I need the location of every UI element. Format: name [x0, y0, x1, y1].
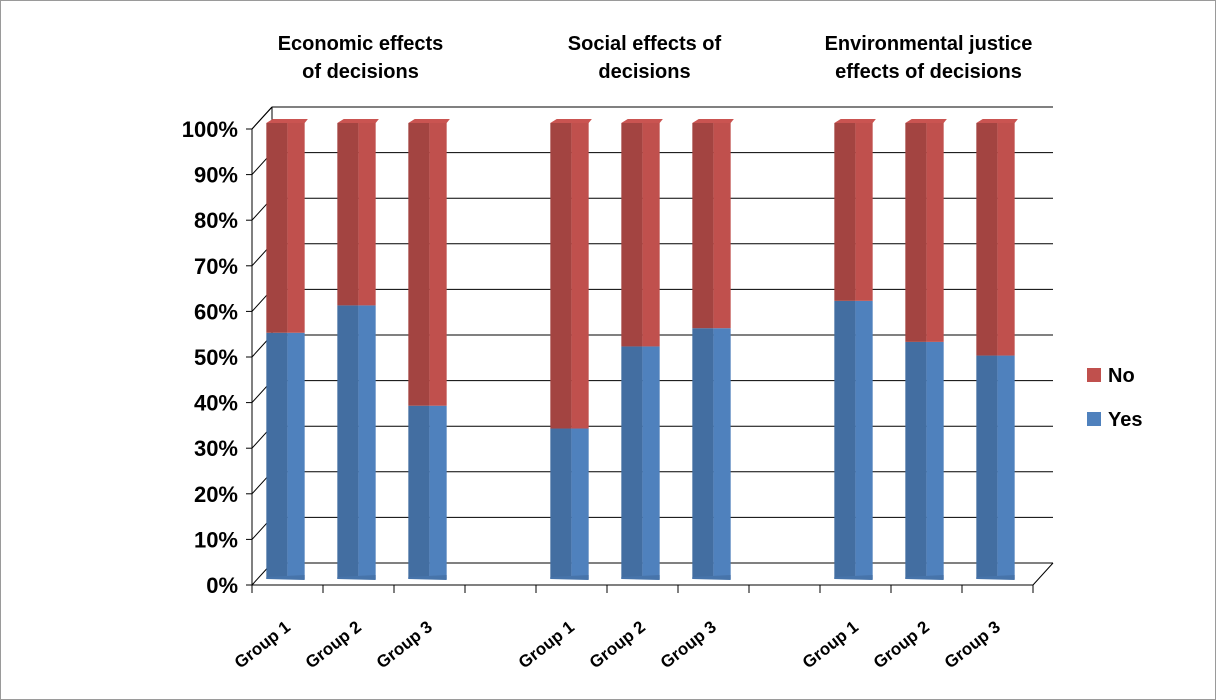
bar-segment-yes-face [713, 328, 731, 579]
x-tick-label: Group 3 [657, 617, 720, 672]
bar-bottom [337, 575, 376, 580]
bar-top [834, 119, 876, 123]
bar-segment-no-face [997, 123, 1015, 356]
x-tick-label: Group 3 [373, 617, 436, 672]
bar-segment-no-face [855, 123, 873, 301]
panel-title: of decisions [302, 61, 419, 83]
bar-segment-no [550, 123, 572, 429]
stacked-bar [621, 119, 663, 580]
bar-segment-yes-face [358, 305, 376, 579]
panel-title: effects of decisions [835, 61, 1022, 83]
bar-segment-no-face [429, 123, 447, 406]
bar-segment-no-face [358, 123, 376, 306]
bar-bottom [550, 575, 589, 580]
bar-segment-no [621, 123, 643, 347]
bar-segment-no [337, 123, 359, 306]
bar-segment-yes [692, 328, 714, 579]
stacked-bar [692, 119, 734, 580]
bar-top [337, 119, 379, 123]
legend-swatch-no [1087, 368, 1101, 382]
legend-label-yes: Yes [1108, 409, 1142, 431]
panel-title: decisions [598, 61, 690, 83]
bar-segment-yes-face [287, 332, 305, 579]
bar-bottom [905, 575, 944, 580]
bar-segment-no [976, 123, 998, 356]
y-tick-label: 20% [194, 482, 238, 507]
bar-bottom [266, 575, 305, 580]
bar-segment-yes [266, 332, 288, 579]
bar-segment-yes [834, 300, 856, 579]
panel-title: Environmental justice [825, 33, 1033, 55]
x-tick-label: Group 2 [302, 617, 365, 672]
panel-title: Economic effects [278, 33, 444, 55]
bar-segment-no-face [642, 123, 660, 347]
stacked-bar [550, 119, 592, 580]
stacked-bar [408, 119, 450, 580]
y-tick-label: 80% [194, 208, 238, 233]
bar-segment-yes [408, 405, 430, 579]
y-tick-label: 10% [194, 527, 238, 552]
floor-right-edge [1032, 562, 1054, 586]
bar-segment-no [692, 123, 714, 329]
bar-top [408, 119, 450, 123]
bar-segment-no [408, 123, 430, 406]
bar-top [621, 119, 663, 123]
x-tick-label: Group 1 [799, 617, 862, 672]
legend-label-no: No [1108, 365, 1135, 387]
bar-top [976, 119, 1018, 123]
panel-title: Social effects of [568, 33, 722, 55]
bar-segment-yes [976, 355, 998, 579]
bar-segment-no-face [926, 123, 944, 342]
bar-segment-no [834, 123, 856, 301]
bar-top [550, 119, 592, 123]
x-tick-label: Group 3 [941, 617, 1004, 672]
y-tick-label: 60% [194, 299, 238, 324]
bar-segment-no-face [713, 123, 731, 329]
bar-segment-yes-face [429, 405, 447, 579]
bar-segment-yes-face [855, 300, 873, 579]
bar-segment-yes-face [997, 355, 1015, 579]
bar-top [692, 119, 734, 123]
bar-top [905, 119, 947, 123]
stacked-bar [905, 119, 947, 580]
bar-segment-yes-face [571, 428, 589, 579]
bar-segment-yes-face [642, 346, 660, 579]
y-tick-label: 50% [194, 345, 238, 370]
bar-bottom [621, 575, 660, 580]
legend-swatch-yes [1087, 412, 1101, 426]
bar-segment-no-face [287, 123, 305, 333]
bar-segment-yes [905, 341, 927, 579]
bar-bottom [692, 575, 731, 580]
y-tick-label: 90% [194, 163, 238, 188]
y-tick-label: 0% [206, 573, 238, 598]
x-tick-label: Group 1 [515, 617, 578, 672]
y-tick-label: 70% [194, 254, 238, 279]
bar-segment-yes-face [926, 341, 944, 579]
bar-bottom [834, 575, 873, 580]
bar-segment-no-face [571, 123, 589, 429]
bar-segment-yes [337, 305, 359, 579]
bar-segment-yes [550, 428, 572, 579]
y-tick-label: 100% [182, 117, 238, 142]
x-tick-label: Group 1 [231, 617, 294, 672]
x-tick-label: Group 2 [586, 617, 649, 672]
y-tick-label: 30% [194, 436, 238, 461]
bar-segment-yes [621, 346, 643, 579]
bar-top [266, 119, 308, 123]
stacked-bar [976, 119, 1018, 580]
bar-bottom [408, 575, 447, 580]
bar-segment-no [266, 123, 288, 333]
bar-bottom [976, 575, 1015, 580]
bar-segment-no [905, 123, 927, 342]
gridline-side [251, 106, 273, 130]
y-tick-label: 40% [194, 391, 238, 416]
stacked-bar [834, 119, 876, 580]
stacked-bar [266, 119, 308, 580]
stacked-bar [337, 119, 379, 580]
x-tick-label: Group 2 [870, 617, 933, 672]
